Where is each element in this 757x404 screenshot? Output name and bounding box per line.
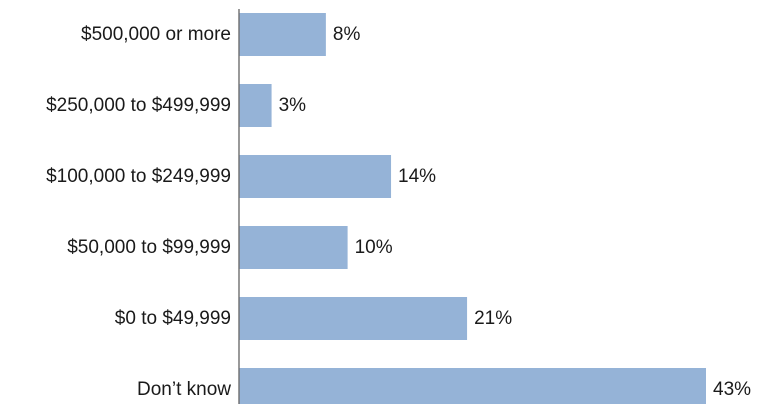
labels-group: $500,000 or more 8% $250,000 to $499,999 3%… xyxy=(46,24,751,400)
category-label-500-000-or-more: $500,000 or more xyxy=(81,24,231,45)
value-label-500-000-or-more: 8% xyxy=(333,24,361,45)
value-label-50-000-to-99-999: 10% xyxy=(355,237,393,258)
value-label-250-000-to-499-999: 3% xyxy=(279,95,307,116)
category-label-50-000-to-99-999: $50,000 to $99,999 xyxy=(67,237,231,258)
bar-500-000-or-more xyxy=(239,13,326,56)
category-label-250-000-to-499-999: $250,000 to $499,999 xyxy=(46,95,231,116)
category-label-0-to-49-999: $0 to $49,999 xyxy=(115,308,231,329)
bar-don-t-know xyxy=(239,368,706,404)
value-label-100-000-to-249-999: 14% xyxy=(398,166,436,187)
category-label-100-000-to-249-999: $100,000 to $249,999 xyxy=(46,166,231,187)
bar-50-000-to-99-999 xyxy=(239,226,348,269)
bar-250-000-to-499-999 xyxy=(239,84,272,127)
bar-0-to-49-999 xyxy=(239,297,468,340)
value-label-0-to-49-999: 21% xyxy=(474,308,512,329)
category-label-don-t-know: Don’t know xyxy=(137,379,231,400)
bar-100-000-to-249-999 xyxy=(239,155,392,198)
bars-group xyxy=(239,13,706,404)
value-label-don-t-know: 43% xyxy=(713,379,751,400)
